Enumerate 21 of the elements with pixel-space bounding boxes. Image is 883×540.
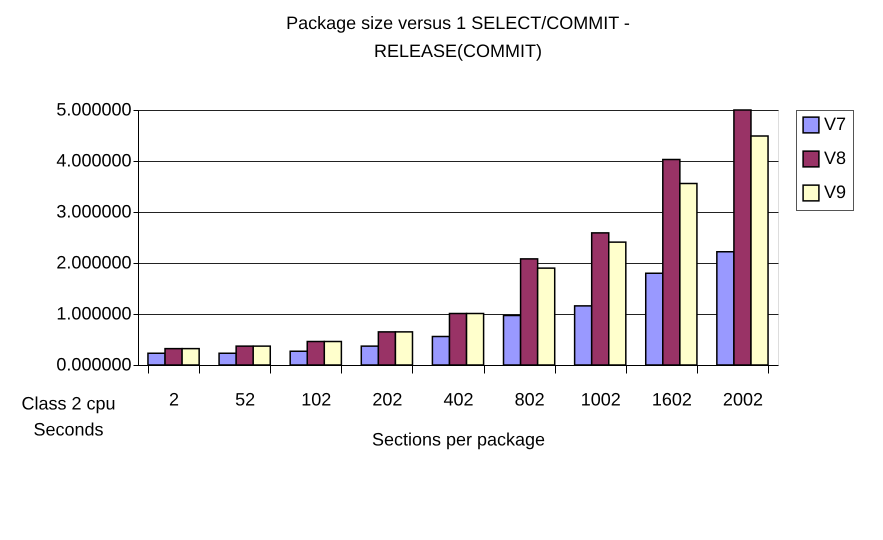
y-tick-label: 4.000000 — [56, 150, 132, 170]
x-tick-label: 2002 — [722, 390, 763, 410]
x-tick-label: 52 — [235, 390, 256, 410]
legend-label: V7 — [824, 114, 846, 134]
y-tick-label: 1.000000 — [56, 304, 132, 324]
legend-label: V9 — [824, 182, 846, 202]
x-tick-label: 102 — [301, 390, 332, 410]
y-axis-title: Class 2 cpu Seconds — [21, 394, 116, 440]
x-axis-title: Sections per package — [372, 430, 546, 450]
y-tick-label: 5.000000 — [56, 100, 132, 120]
x-tick-label: 202 — [372, 390, 402, 410]
x-tick-label: 802 — [514, 390, 545, 410]
x-tick-label: 2 — [169, 390, 180, 410]
chart-title: Package size versus 1 SELECT/COMMIT - RELEASE(COMMIT) — [286, 13, 630, 61]
x-tick-label: 1602 — [652, 390, 692, 410]
y-tick-label: 0.000000 — [56, 354, 132, 374]
legend-label: V8 — [824, 148, 846, 168]
x-tick-label: 1002 — [580, 390, 621, 410]
y-tick-label: 3.000000 — [56, 202, 132, 222]
x-tick-label: 402 — [443, 390, 474, 410]
y-tick-label: 2.000000 — [56, 252, 132, 272]
